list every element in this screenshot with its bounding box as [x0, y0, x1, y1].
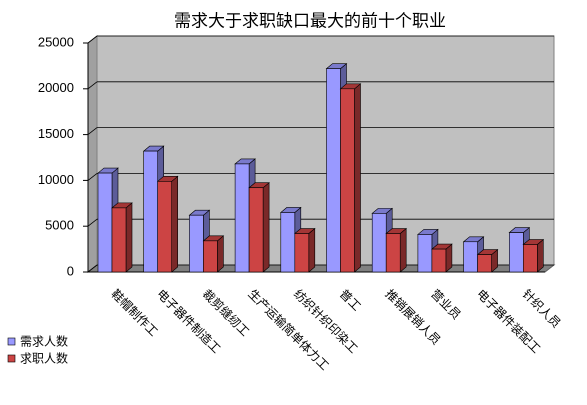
y-tick-label: 5000 [45, 218, 74, 233]
grid-line [87, 81, 98, 90]
x-tick-label: 营业员 [428, 287, 463, 322]
bar-front [508, 232, 524, 273]
legend-swatch [7, 337, 16, 346]
bar-front [143, 150, 158, 273]
bar-front [189, 214, 204, 273]
bar-front [97, 172, 113, 273]
bar [248, 182, 270, 273]
bar-front [522, 244, 538, 273]
y-tick-label: 25000 [38, 34, 74, 49]
bar-side [399, 227, 407, 273]
bar-side [125, 202, 133, 273]
x-tick-label: 鞋帽制作工 [108, 286, 161, 339]
legend-label: 求职人数 [20, 351, 68, 366]
bar-side [354, 83, 361, 273]
bar-side [262, 182, 270, 273]
bar [111, 202, 133, 273]
x-tick-label: 针织人员 [520, 286, 565, 331]
bar-side [308, 227, 316, 273]
bar-front [234, 163, 250, 273]
y-tick-label: 10000 [38, 172, 74, 187]
bar-front [294, 233, 310, 273]
grid-line [87, 35, 98, 44]
bar-front [248, 187, 264, 273]
chart-title: 需求大于求职缺口最大的前十个职业 [174, 12, 446, 32]
x-tick-label: 生产运输简单体力工 [245, 286, 332, 373]
bar-front [203, 240, 218, 273]
y-tick-label: 15000 [38, 126, 74, 141]
bar [476, 248, 499, 273]
bar-side [217, 235, 224, 273]
bar [202, 235, 225, 273]
bar-front [326, 68, 341, 273]
bar-front [417, 234, 433, 273]
x-tick-label: 普工 [337, 287, 364, 314]
bar [339, 83, 362, 273]
bar-front [111, 207, 127, 273]
legend-swatch [7, 354, 16, 363]
bar-front [371, 213, 387, 273]
bar-side [536, 238, 544, 273]
y-tick-label: 0 [67, 263, 74, 278]
bar [293, 227, 316, 273]
legend-label: 需求人数 [20, 334, 68, 349]
grid-line [87, 264, 98, 273]
grid-line [87, 173, 98, 181]
bar [385, 227, 408, 273]
y-tick-label: 20000 [38, 80, 74, 95]
grid-line [87, 218, 98, 227]
bar-front [340, 88, 355, 273]
bar-front [157, 181, 172, 273]
bar [431, 243, 453, 273]
bar-front [463, 241, 478, 273]
bar-side [171, 175, 178, 273]
bar-front [477, 254, 492, 273]
bar-front [280, 212, 296, 273]
grid-line [87, 127, 98, 135]
bar-front [385, 233, 401, 273]
bar-front [431, 248, 447, 273]
bar [522, 238, 545, 273]
side-wall [87, 34, 98, 274]
bar [156, 175, 179, 273]
